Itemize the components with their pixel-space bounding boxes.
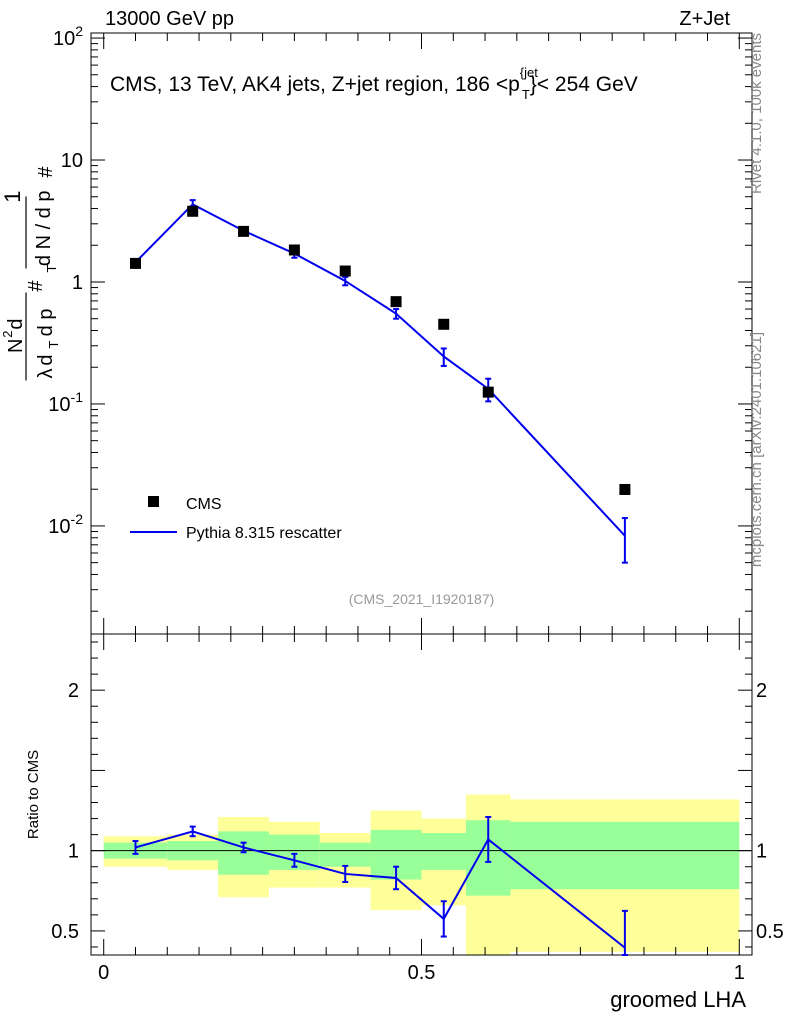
legend-label-cms: CMS	[186, 496, 222, 513]
data-point-6	[438, 318, 450, 330]
data-point-0	[129, 257, 141, 269]
rivet-version-text: Rivet 4.1.0, 100k events	[748, 33, 765, 194]
main-ytick-label-1: 10-1	[48, 389, 83, 416]
main-y-axis-label-part: #	[25, 280, 47, 292]
main-y-axis-label-part: d N / d p	[33, 191, 55, 267]
main-y-axis-label-part: d p	[35, 309, 57, 337]
ratio-band-green-8	[510, 821, 740, 890]
main-ytick-label-2: 1	[72, 272, 83, 294]
main-ytick-label-3: 10	[61, 150, 83, 172]
main-y-axis-label-part: d	[35, 355, 57, 366]
main-y-axis-label-part: T	[46, 340, 61, 348]
data-point-8	[619, 483, 631, 495]
legend-marker-cms	[148, 496, 159, 507]
data-point-5	[390, 296, 402, 308]
main-y-axis-label-part: d	[5, 319, 27, 330]
analysis-watermark: (CMS_2021_I1920187)	[349, 591, 495, 607]
data-point-4	[339, 265, 351, 277]
xtick-label-0: 0	[98, 962, 109, 984]
legend-label-pythia: Pythia 8.315 rescatter	[186, 525, 342, 542]
ratio-ytick-label-left-1: 1	[68, 841, 79, 863]
main-y-axis-label-part: T	[44, 264, 59, 272]
ratio-band-green-4	[319, 842, 371, 867]
main-y-axis-label-part: 1	[0, 191, 25, 203]
main-ytick-label-4: 102	[53, 23, 83, 50]
header-right: Z+Jet	[679, 8, 730, 30]
ratio-ytick-label-right-1: 1	[756, 841, 767, 863]
mcplots-credit-text: mcplots.cern.ch [arXiv:2401.10621]	[748, 332, 765, 567]
main-y-axis-label-part: N	[5, 339, 27, 353]
ratio-ytick-label-right-2: 2	[756, 680, 767, 702]
data-point-2	[238, 225, 250, 237]
ratio-band-green-6	[421, 833, 466, 870]
plot-title: CMS, 13 TeV, AK4 jets, Z+jet region, 186…	[110, 65, 638, 102]
mc-line	[134, 203, 626, 537]
data-point-1	[187, 205, 199, 217]
ratio-ytick-label-left-2: 2	[68, 680, 79, 702]
xtick-label-2: 1	[734, 962, 745, 984]
main-ytick-label-0: 10-2	[48, 511, 83, 538]
main-y-axis-label-part: 2	[0, 331, 15, 338]
data-point-7	[482, 386, 494, 398]
xtick-label-1: 0.5	[408, 962, 436, 984]
main-y-axis-label-part: λ	[35, 369, 57, 379]
main-y-axis-label-part: #	[35, 166, 57, 178]
ratio-y-axis-label: Ratio to CMS	[25, 750, 42, 839]
x-axis-label: groomed LHA	[610, 987, 746, 1012]
main-frame	[90, 32, 753, 635]
data-point-3	[288, 244, 300, 256]
ratio-ytick-label-left-0: 0.5	[51, 921, 79, 943]
header-left: 13000 GeV pp	[105, 8, 234, 30]
ratio-ytick-label-right-0: 0.5	[756, 921, 784, 943]
